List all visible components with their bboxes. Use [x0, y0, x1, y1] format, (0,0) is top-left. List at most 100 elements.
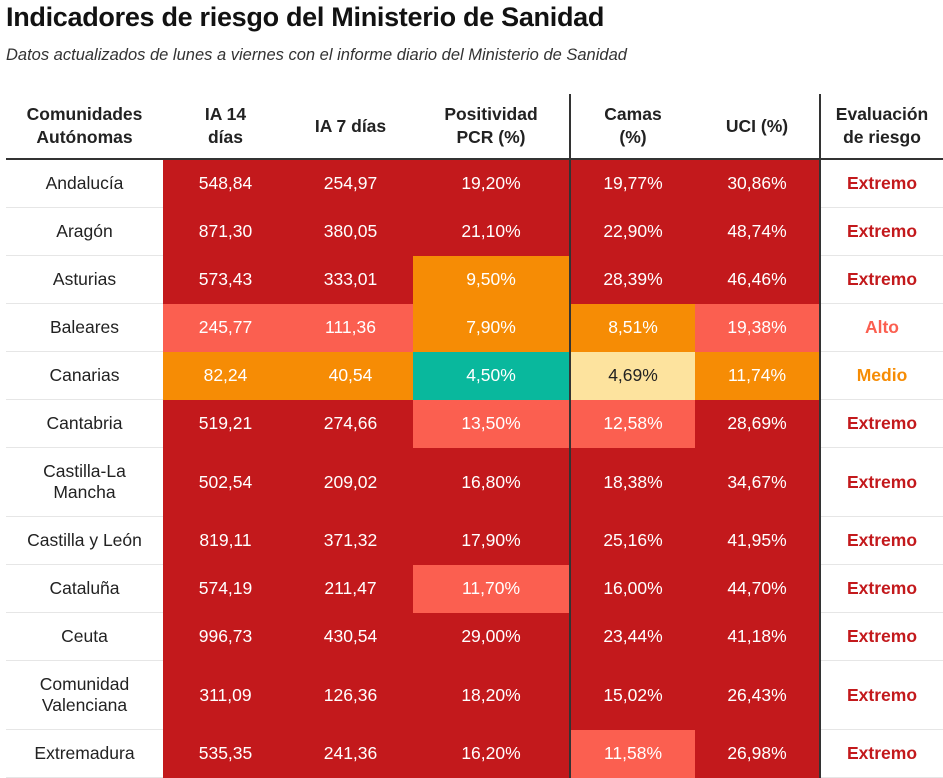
ia7-cell: 380,05	[288, 207, 413, 256]
camas-cell: 19,77%	[569, 159, 695, 208]
table-row: Baleares 245,77 111,36 7,90% 8,51% 19,38% Alto	[6, 303, 943, 352]
header-ia14-line: IA 14	[204, 104, 247, 124]
table-row: Castilla-La Mancha 502,54 209,02 16,80% 18,38…	[6, 447, 943, 517]
ia14-cell: 996,73	[163, 612, 288, 661]
ia7-cell: 111,36	[288, 303, 413, 352]
uci-cell: 28,69%	[695, 399, 820, 448]
region-name-line: Mancha	[53, 482, 116, 502]
region-name-line: Asturias	[52, 269, 117, 289]
region-name-line: Ceuta	[61, 626, 108, 646]
uci-cell: 34,67%	[695, 447, 820, 517]
table-row: Extremadura 535,35 241,36 16,20% 11,58% 26,98…	[6, 729, 943, 778]
risk-indicators-table: Comunidades Autónomas IA 14 días IA 7 días Po…	[6, 94, 943, 778]
ia14-cell: 573,43	[163, 255, 288, 304]
positividad-cell: 7,90%	[413, 303, 570, 352]
table-row: Andalucía 548,84 254,97 19,20% 19,77% 30,86% E…	[6, 159, 943, 208]
header-evaluacion-line: de riesgo	[843, 127, 921, 147]
table-row: Cataluña 574,19 211,47 11,70% 16,00% 44,70% Ex…	[6, 564, 943, 613]
camas-cell: 16,00%	[569, 564, 695, 613]
region-name-line: Castilla-La	[43, 461, 126, 481]
uci-cell: 46,46%	[695, 255, 820, 304]
uci-cell: 41,95%	[695, 516, 820, 565]
uci-cell: 48,74%	[695, 207, 820, 256]
ia14-cell: 245,77	[163, 303, 288, 352]
uci-cell: 19,38%	[695, 303, 820, 352]
uci-cell: 26,98%	[695, 729, 820, 778]
region-cell: Asturias	[6, 255, 163, 304]
risk-evaluation-cell: Extremo	[819, 207, 943, 256]
table-row: Castilla y León 819,11 371,32 17,90% 25,16% 4…	[6, 516, 943, 565]
risk-evaluation-cell: Extremo	[819, 399, 943, 448]
uci-cell: 30,86%	[695, 159, 820, 208]
ia7-cell: 211,47	[288, 564, 413, 613]
camas-cell: 8,51%	[569, 303, 695, 352]
risk-evaluation-cell: Extremo	[819, 516, 943, 565]
positividad-cell: 16,80%	[413, 447, 570, 517]
header-comunidades: Comunidades Autónomas	[6, 94, 163, 160]
ia14-cell: 574,19	[163, 564, 288, 613]
table-row: Cantabria 519,21 274,66 13,50% 12,58% 28,69% E…	[6, 399, 943, 448]
camas-cell: 4,69%	[569, 351, 695, 400]
uci-cell: 26,43%	[695, 660, 820, 730]
positividad-cell: 9,50%	[413, 255, 570, 304]
positividad-cell: 19,20%	[413, 159, 570, 208]
header-comunidades-line: Comunidades	[26, 104, 143, 124]
camas-cell: 22,90%	[569, 207, 695, 256]
risk-evaluation-cell: Extremo	[819, 660, 943, 730]
uci-cell: 41,18%	[695, 612, 820, 661]
region-cell: Baleares	[6, 303, 163, 352]
ia7-cell: 254,97	[288, 159, 413, 208]
header-ia14-line: días	[207, 127, 244, 147]
table-body: Andalucía 548,84 254,97 19,20% 19,77% 30,86% E…	[6, 159, 943, 778]
ia7-cell: 241,36	[288, 729, 413, 778]
region-cell: Cantabria	[6, 399, 163, 448]
header-ia14: IA 14 días	[163, 94, 288, 160]
table-header-row: Comunidades Autónomas IA 14 días IA 7 días Po…	[6, 94, 943, 160]
positividad-cell: 17,90%	[413, 516, 570, 565]
ia14-cell: 519,21	[163, 399, 288, 448]
risk-evaluation-cell: Extremo	[819, 612, 943, 661]
region-cell: Andalucía	[6, 159, 163, 208]
region-cell: Aragón	[6, 207, 163, 256]
header-camas-line: (%)	[619, 127, 647, 147]
camas-cell: 25,16%	[569, 516, 695, 565]
camas-cell: 11,58%	[569, 729, 695, 778]
region-cell: Extremadura	[6, 729, 163, 778]
region-cell: Castilla-La Mancha	[6, 447, 163, 517]
table-row: Aragón 871,30 380,05 21,10% 22,90% 48,74% Extr…	[6, 207, 943, 256]
ia7-cell: 126,36	[288, 660, 413, 730]
region-name-line: Aragón	[56, 221, 113, 241]
risk-evaluation-cell: Extremo	[819, 159, 943, 208]
ia14-cell: 82,24	[163, 351, 288, 400]
chart-title: Indicadores de riesgo del Ministerio de …	[6, 2, 605, 32]
risk-evaluation-cell: Medio	[819, 351, 943, 400]
table-row: Ceuta 996,73 430,54 29,00% 23,44% 41,18% Extre…	[6, 612, 943, 661]
region-name-line: Comunidad	[39, 674, 130, 694]
region-name-line: Baleares	[49, 317, 120, 337]
camas-cell: 28,39%	[569, 255, 695, 304]
camas-cell: 23,44%	[569, 612, 695, 661]
positividad-cell: 21,10%	[413, 207, 570, 256]
positividad-cell: 11,70%	[413, 564, 570, 613]
ia14-cell: 535,35	[163, 729, 288, 778]
region-name-line: Castilla y León	[27, 530, 142, 550]
header-evaluacion-line: Evaluación	[835, 104, 929, 124]
positividad-cell: 29,00%	[413, 612, 570, 661]
ia7-cell: 274,66	[288, 399, 413, 448]
header-comunidades-line: Autónomas	[36, 127, 133, 147]
risk-evaluation-cell: Alto	[819, 303, 943, 352]
ia14-cell: 502,54	[163, 447, 288, 517]
region-cell: Cataluña	[6, 564, 163, 613]
ia7-cell: 430,54	[288, 612, 413, 661]
table-row: Asturias 573,43 333,01 9,50% 28,39% 46,46% Ext…	[6, 255, 943, 304]
region-name-line: Andalucía	[45, 173, 124, 193]
chart-subtitle: Datos actualizados de lunes a viernes co…	[6, 46, 627, 64]
positividad-cell: 16,20%	[413, 729, 570, 778]
risk-evaluation-cell: Extremo	[819, 255, 943, 304]
ia14-cell: 819,11	[163, 516, 288, 565]
ia7-cell: 371,32	[288, 516, 413, 565]
region-name-line: Valenciana	[41, 695, 128, 715]
positividad-cell: 18,20%	[413, 660, 570, 730]
table-row: Comunidad Valenciana 311,09 126,36 18,20% 15,…	[6, 660, 943, 730]
header-uci-line: UCI (%)	[725, 115, 789, 136]
